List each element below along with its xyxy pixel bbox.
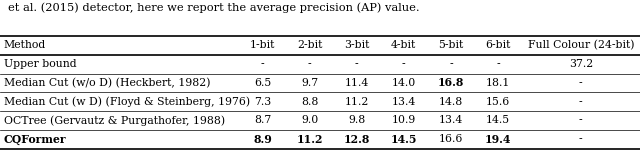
Text: -: - — [355, 59, 358, 69]
Text: 8.9: 8.9 — [253, 134, 272, 145]
Text: 3-bit: 3-bit — [344, 40, 369, 50]
Text: 13.4: 13.4 — [392, 97, 416, 107]
Text: 14.0: 14.0 — [392, 78, 416, 88]
Text: 11.2: 11.2 — [296, 134, 323, 145]
Text: -: - — [449, 59, 452, 69]
Text: OCTree (Gervautz & Purgathofer, 1988): OCTree (Gervautz & Purgathofer, 1988) — [4, 115, 225, 126]
Text: 14.5: 14.5 — [390, 134, 417, 145]
Text: 4-bit: 4-bit — [391, 40, 417, 50]
Text: 5-bit: 5-bit — [438, 40, 463, 50]
Text: 2-bit: 2-bit — [297, 40, 322, 50]
Text: 9.7: 9.7 — [301, 78, 318, 88]
Text: 37.2: 37.2 — [569, 59, 593, 69]
Text: Median Cut (w/o D) (Heckbert, 1982): Median Cut (w/o D) (Heckbert, 1982) — [4, 78, 211, 88]
Text: 11.4: 11.4 — [344, 78, 369, 88]
Text: 7.3: 7.3 — [254, 97, 271, 107]
Text: 11.2: 11.2 — [344, 97, 369, 107]
Text: 8.7: 8.7 — [254, 115, 271, 125]
Text: -: - — [308, 59, 311, 69]
Text: -: - — [579, 78, 582, 88]
Text: 6.5: 6.5 — [254, 78, 271, 88]
Text: 10.9: 10.9 — [392, 115, 416, 125]
Text: 12.8: 12.8 — [344, 134, 370, 145]
Text: -: - — [496, 59, 500, 69]
Text: 9.8: 9.8 — [348, 115, 365, 125]
Text: 18.1: 18.1 — [486, 78, 510, 88]
Text: -: - — [579, 134, 582, 144]
Text: et al. (2015) detector, here we report the average precision (AP) value.: et al. (2015) detector, here we report t… — [8, 2, 419, 13]
Text: -: - — [402, 59, 406, 69]
Text: 16.6: 16.6 — [438, 134, 463, 144]
Text: 6-bit: 6-bit — [485, 40, 511, 50]
Text: 14.5: 14.5 — [486, 115, 510, 125]
Text: -: - — [579, 97, 582, 107]
Text: 15.6: 15.6 — [486, 97, 510, 107]
Text: 14.8: 14.8 — [439, 97, 463, 107]
Text: Method: Method — [4, 40, 46, 50]
Text: 16.8: 16.8 — [438, 77, 464, 88]
Text: Upper bound: Upper bound — [4, 59, 76, 69]
Text: 13.4: 13.4 — [439, 115, 463, 125]
Text: -: - — [579, 115, 582, 125]
Text: 1-bit: 1-bit — [250, 40, 275, 50]
Text: CQFormer: CQFormer — [4, 134, 67, 145]
Text: 9.0: 9.0 — [301, 115, 318, 125]
Text: Median Cut (w D) (Floyd & Steinberg, 1976): Median Cut (w D) (Floyd & Steinberg, 197… — [4, 96, 250, 107]
Text: -: - — [260, 59, 264, 69]
Text: 8.8: 8.8 — [301, 97, 318, 107]
Text: 19.4: 19.4 — [485, 134, 511, 145]
Text: Full Colour (24-bit): Full Colour (24-bit) — [527, 40, 634, 51]
